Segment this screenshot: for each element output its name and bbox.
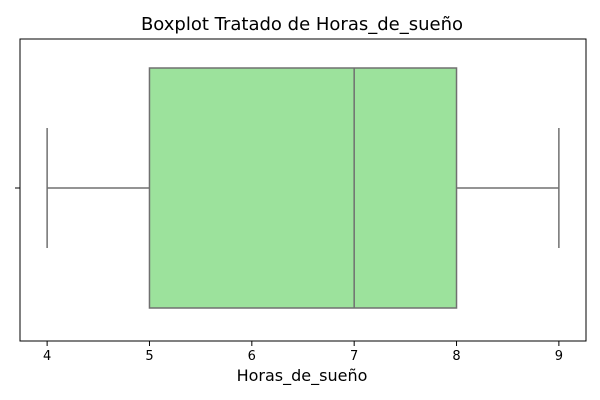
- chart-title: Boxplot Tratado de Horas_de_sueño: [141, 14, 463, 35]
- box-group: [46, 67, 560, 309]
- x-tick-label: 9: [555, 349, 563, 364]
- iqr-box: [148, 67, 458, 309]
- x-tick-label: 5: [145, 349, 153, 364]
- x-tick-label: 4: [43, 349, 51, 364]
- x-axis-ticks: 4 5 6 7 8 9: [43, 341, 563, 364]
- x-tick-label: 8: [452, 349, 460, 364]
- x-tick-label: 6: [248, 349, 256, 364]
- x-axis-label: Horas_de_sueño: [237, 366, 368, 386]
- x-tick-label: 7: [350, 349, 358, 364]
